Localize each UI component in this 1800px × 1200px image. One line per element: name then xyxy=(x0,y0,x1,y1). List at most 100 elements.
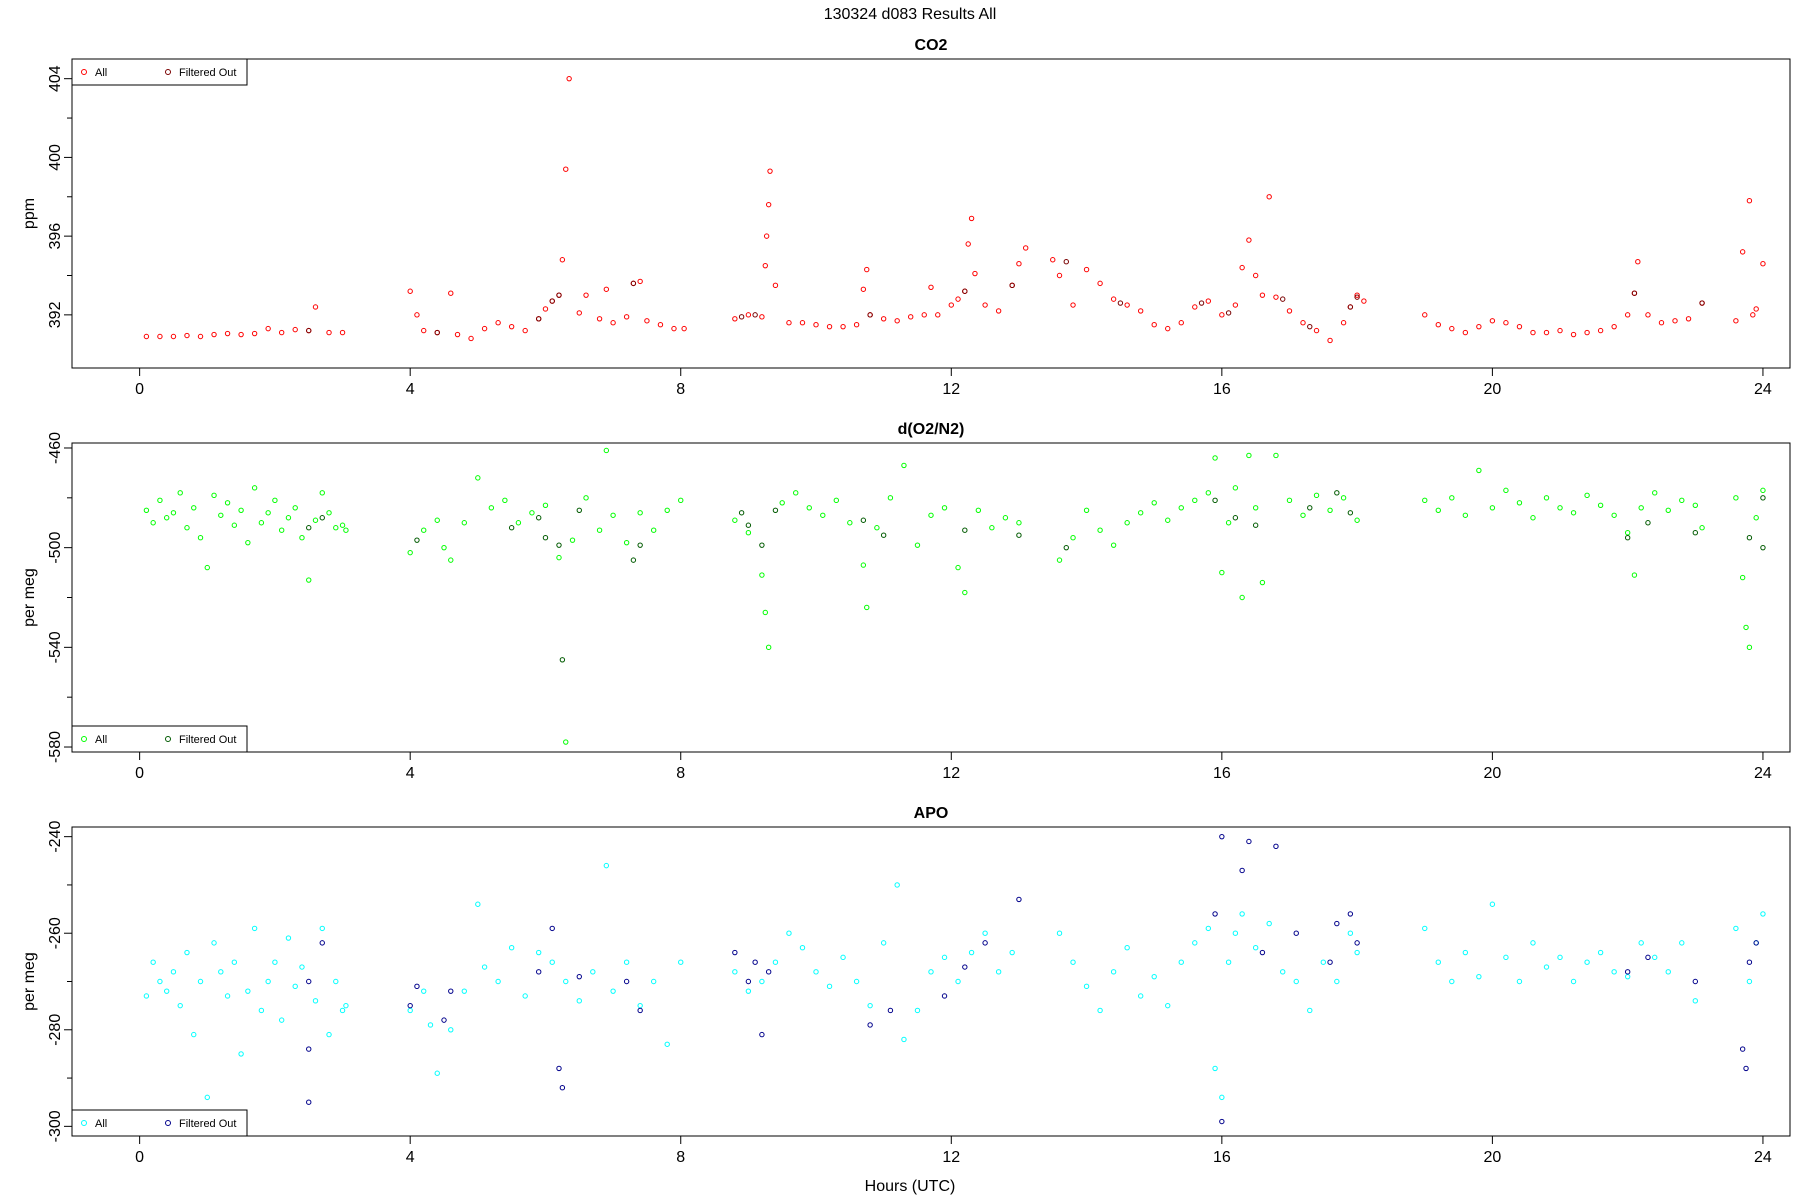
data-point xyxy=(1219,569,1225,576)
data-point xyxy=(1435,959,1441,965)
data-point xyxy=(1124,520,1130,526)
data-point xyxy=(407,1002,413,1009)
data-point xyxy=(759,978,765,985)
data-point xyxy=(1070,302,1076,308)
data-point xyxy=(265,325,271,332)
data-point xyxy=(204,564,210,571)
data-point xyxy=(772,507,779,513)
x-tick-label: 24 xyxy=(1754,1149,1772,1166)
data-point xyxy=(678,497,684,504)
data-point xyxy=(292,326,298,333)
data-point xyxy=(1307,323,1313,330)
data-point xyxy=(813,322,819,328)
data-point xyxy=(508,945,515,951)
data-point xyxy=(421,527,427,533)
data-point xyxy=(272,959,278,965)
data-point xyxy=(1746,534,1753,541)
x-tick-label: 20 xyxy=(1483,1149,1501,1166)
data-point xyxy=(1192,497,1198,504)
data-point xyxy=(786,930,792,936)
plot-frame xyxy=(71,442,1791,753)
data-point xyxy=(765,644,772,651)
data-point xyxy=(603,447,610,454)
data-point xyxy=(224,993,231,999)
data-point xyxy=(1635,259,1641,265)
data-point xyxy=(312,998,319,1004)
data-point xyxy=(962,964,968,970)
data-point xyxy=(1300,512,1306,518)
data-point xyxy=(590,969,596,975)
data-point xyxy=(566,75,572,82)
data-point xyxy=(448,557,454,563)
data-point xyxy=(1584,329,1590,336)
data-point xyxy=(1739,1046,1746,1052)
x-tick-label: 0 xyxy=(135,1149,144,1166)
data-point xyxy=(1246,237,1252,243)
data-point xyxy=(319,490,325,496)
data-point xyxy=(887,495,894,501)
data-point xyxy=(1212,1065,1218,1072)
data-point xyxy=(1137,308,1144,314)
data-point xyxy=(1624,973,1631,980)
x-tick-label: 4 xyxy=(406,765,415,782)
data-point xyxy=(326,1031,332,1038)
data-point xyxy=(678,959,684,965)
data-point xyxy=(596,527,603,533)
data-point xyxy=(955,296,961,302)
data-point xyxy=(1009,949,1015,956)
series-all xyxy=(143,447,1766,745)
data-point xyxy=(610,512,616,518)
data-point xyxy=(1611,512,1617,518)
data-point xyxy=(1327,959,1333,965)
data-point xyxy=(421,988,427,994)
data-point xyxy=(965,241,971,247)
data-point xyxy=(759,572,765,578)
data-point xyxy=(921,312,927,318)
data-point xyxy=(536,949,542,956)
data-point xyxy=(1225,520,1232,526)
data-point xyxy=(285,515,292,521)
data-point xyxy=(1083,507,1090,513)
data-point xyxy=(542,502,549,508)
data-point xyxy=(461,988,467,994)
legend-marker xyxy=(165,1120,171,1126)
data-point xyxy=(867,312,873,318)
data-point xyxy=(1009,282,1015,289)
data-point xyxy=(1611,323,1617,330)
data-point xyxy=(508,323,515,330)
data-point xyxy=(1489,505,1496,511)
data-point xyxy=(559,1085,566,1091)
data-point xyxy=(806,505,812,511)
panel-1: CO2 0 4 8 12 16 20 24 392 396 400 404 ppm All Filtered… xyxy=(21,37,1791,398)
data-point xyxy=(1692,998,1699,1004)
data-point xyxy=(1624,969,1631,975)
data-point xyxy=(1232,930,1239,936)
data-point xyxy=(1252,522,1259,528)
data-point xyxy=(887,1007,894,1014)
data-point xyxy=(867,1002,873,1009)
legend-label: Filtered Out xyxy=(179,67,236,79)
y-tick-label: -260 xyxy=(47,917,64,949)
data-point xyxy=(576,310,582,316)
data-point xyxy=(1679,940,1685,946)
data-point xyxy=(772,959,779,965)
data-point xyxy=(745,988,752,994)
data-point xyxy=(1476,467,1482,474)
data-point xyxy=(421,327,427,334)
data-point xyxy=(1462,949,1469,956)
data-point xyxy=(982,930,988,936)
data-point xyxy=(251,485,258,491)
data-point xyxy=(224,330,231,337)
data-point xyxy=(1110,542,1117,548)
data-point xyxy=(1293,930,1299,936)
data-point xyxy=(1205,490,1212,496)
data-point xyxy=(1117,300,1124,306)
data-point xyxy=(610,988,616,994)
data-point xyxy=(1631,290,1638,296)
data-point xyxy=(1652,954,1658,961)
data-point xyxy=(745,312,752,318)
data-point xyxy=(427,1022,434,1028)
data-point xyxy=(583,292,589,298)
y-tick-label: -280 xyxy=(47,1014,64,1046)
data-point xyxy=(765,969,772,975)
